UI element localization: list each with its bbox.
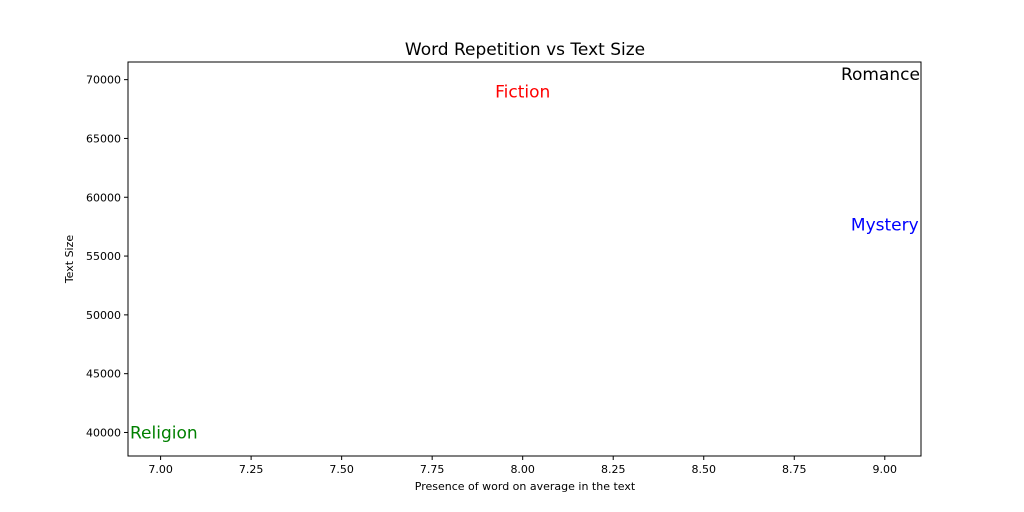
x-axis-ticks: 7.00 7.25 7.50 7.75 8.00 8.25 8.50 8.75 9.00	[148, 456, 897, 476]
x-tick-label: 7.00	[148, 463, 173, 476]
x-tick-label: 7.50	[329, 463, 354, 476]
x-tick-label: 9.00	[873, 463, 898, 476]
data-point-labels: Fiction Romance Mystery Religion	[130, 65, 920, 444]
y-tick-label: 50000	[86, 309, 121, 322]
y-tick-label: 60000	[86, 191, 121, 204]
y-tick-label: 40000	[86, 426, 121, 439]
x-tick-label: 7.75	[420, 463, 445, 476]
y-tick-label: 70000	[86, 74, 121, 87]
x-tick-label: 8.00	[510, 463, 535, 476]
y-tick-label: 55000	[86, 250, 121, 263]
point-label-romance: Romance	[841, 65, 920, 85]
point-label-religion: Religion	[130, 423, 198, 443]
x-tick-label: 8.25	[601, 463, 626, 476]
y-axis-label: Text Size	[63, 235, 76, 285]
point-label-mystery: Mystery	[851, 215, 919, 235]
y-tick-label: 65000	[86, 132, 121, 145]
x-tick-label: 8.50	[691, 463, 716, 476]
chart-title: Word Repetition vs Text Size	[405, 40, 645, 60]
y-tick-label: 45000	[86, 368, 121, 381]
x-axis-label: Presence of word on average in the text	[415, 480, 636, 493]
y-axis-ticks: 40000 45000 50000 55000 60000 65000 70000	[86, 74, 128, 439]
plot-area-frame	[127, 61, 922, 457]
x-tick-label: 7.25	[239, 463, 264, 476]
point-label-fiction: Fiction	[495, 82, 550, 102]
x-tick-label: 8.75	[782, 463, 807, 476]
